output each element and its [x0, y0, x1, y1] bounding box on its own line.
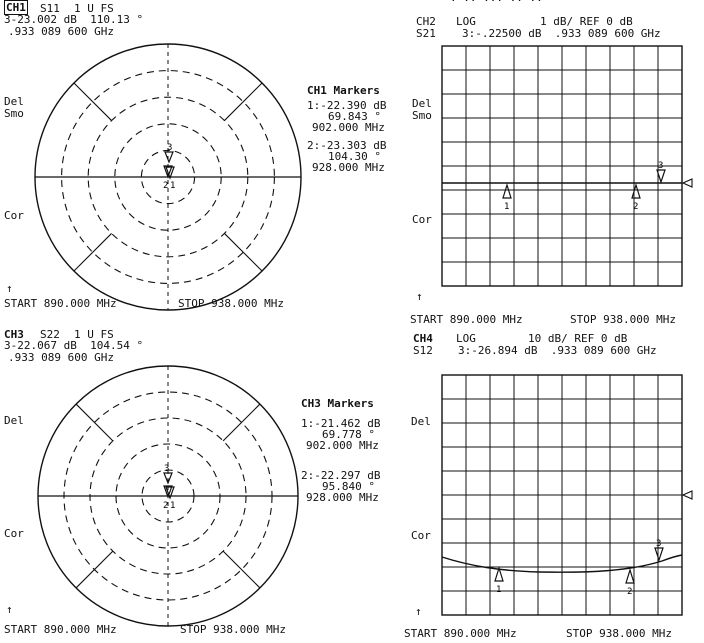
ch3-marker-tag-2: 2: [163, 501, 168, 511]
ch3-marker-1: [163, 485, 173, 499]
ch3-marker-tag-3: 3: [164, 464, 169, 474]
ch3-label-cor: Cor: [4, 527, 24, 540]
ch1-channel-label: CH1: [4, 0, 28, 15]
ch2-arrow: ↑: [416, 290, 423, 303]
ch3-param: S22: [40, 328, 60, 341]
ch1-marker-tag-2: 2: [163, 181, 168, 191]
ch3-m2-line2: 95.840 °: [322, 480, 375, 493]
ch2-marker-1: [502, 182, 512, 199]
ch2-label-del: Del: [412, 97, 432, 110]
ch1-m2-line1: 2:-23.303 dB: [307, 139, 387, 152]
ch1-m2-line3: 928.000 MHz: [312, 161, 385, 174]
ch2-format: LOG: [456, 15, 476, 28]
ch2-start: START 890.000 MHz: [410, 313, 523, 326]
ch3-start: START 890.000 MHz: [4, 623, 117, 636]
ch4-scale: 10 dB/ REF 0 dB: [528, 332, 628, 345]
ch2-scale: 1 dB/ REF 0 dB: [540, 15, 633, 28]
ch4-arrow: ↑: [415, 605, 422, 618]
ch2-label-cor: Cor: [412, 213, 432, 226]
ch3-m2-line3: 928.000 MHz: [306, 491, 379, 504]
ch1-arrow: ↑: [6, 282, 13, 295]
ch4-ref-arrow: [681, 490, 693, 500]
ch1-marker-tag-3: 3: [167, 143, 172, 153]
ch2-header-partial: · ·· ··· ·· ··: [450, 0, 543, 7]
ch3-stop: STOP 938.000 MHz: [180, 623, 286, 636]
ch3-diagonal-4: [222, 550, 261, 589]
ch4-marker-tag-1: 1: [496, 585, 501, 595]
ch1-m1-line3: 902.000 MHz: [312, 121, 385, 134]
ch4-marker-3: [654, 547, 664, 562]
ch1-format: 1 U FS: [74, 2, 114, 15]
ch3-diagonal-1: [222, 403, 261, 442]
ch1-marker-2: [165, 166, 175, 180]
ch1-diagonal-1: [224, 82, 263, 121]
ch3-m1-line1: 1:-21.462 dB: [301, 417, 381, 430]
ch4-channel-label: CH4: [413, 332, 433, 345]
ch2-marker-tag-3: 3: [658, 161, 663, 171]
ch3-readout-1: 3-22.067 dB 104.54 °: [4, 339, 144, 352]
ch4-label-cor: Cor: [411, 529, 431, 542]
ch3-format: 1 U FS: [74, 328, 114, 341]
ch4-format: LOG: [456, 332, 476, 345]
ch4-marker-2: [625, 567, 635, 584]
ch3-m1-line3: 902.000 MHz: [306, 439, 379, 452]
ch3-marker-tag-1: 1: [170, 501, 175, 511]
ch1-label-del: Del: [4, 95, 24, 108]
ch1-label-cor: Cor: [4, 209, 24, 222]
ch3-arrow: ↑: [6, 603, 13, 616]
ch1-label-smo: Smo: [4, 107, 24, 120]
ch3-marker-2: [165, 486, 175, 500]
ch1-markers-title: CH1 Markers: [307, 84, 380, 97]
ch3-channel-label: CH3: [4, 328, 24, 341]
ch4-trace: [441, 554, 683, 573]
ch4-marker-tag-3: 3: [656, 539, 661, 549]
ch1-diagonal-3: [73, 233, 112, 272]
ch4-stop: STOP 938.000 MHz: [566, 627, 672, 640]
ch2-marker-3: [656, 169, 666, 184]
ch3-diagonal-2: [75, 403, 114, 442]
ch2-param: S21: [416, 27, 436, 40]
ch2-readout: 3:-.22500 dB .933 089 600 GHz: [462, 27, 661, 40]
ch3-marker-3: [163, 472, 173, 485]
ch1-diagonal-4: [224, 233, 263, 272]
ch1-start: START 890.000 MHz: [4, 297, 117, 310]
ch3-m1-line2: 69.778 °: [322, 428, 375, 441]
ch1-readout-2: .933 089 600 GHz: [8, 25, 114, 38]
ch2-marker-tag-1: 1: [504, 202, 509, 212]
ch1-diagonal-2: [73, 82, 112, 121]
ch3-label-del: Del: [4, 414, 24, 427]
ch4-marker-tag-2: 2: [627, 587, 632, 597]
ch1-marker-3: [164, 151, 174, 164]
ch1-m2-line2: 104.30 °: [328, 150, 381, 163]
ch1-marker-1: [163, 165, 173, 179]
ch3-markers-title: CH3 Markers: [301, 397, 374, 410]
ch1-m1-line1: 1:-22.390 dB: [307, 99, 387, 112]
ch1-marker-tag-1: 1: [170, 181, 175, 191]
ch3-diagonal-3: [75, 550, 114, 589]
ch2-marker-2: [631, 182, 641, 199]
ch4-label-del: Del: [411, 415, 431, 428]
ch1-param: S11: [40, 2, 60, 15]
ch4-readout: 3:-26.894 dB .933 089 600 GHz: [458, 344, 657, 357]
ch3-readout-2: .933 089 600 GHz: [8, 351, 114, 364]
ch2-marker-tag-2: 2: [633, 202, 638, 212]
ch2-stop: STOP 938.000 MHz: [570, 313, 676, 326]
ch4-param: S12: [413, 344, 433, 357]
ch1-m1-line2: 69.843 °: [328, 110, 381, 123]
ch4-start: START 890.000 MHz: [404, 627, 517, 640]
ch2-label-smo: Smo: [412, 109, 432, 122]
ch2-ref-arrow: [681, 178, 693, 188]
ch4-marker-1: [494, 565, 504, 582]
ch2-channel-label: CH2: [416, 15, 436, 28]
ch1-readout-1: 3-23.002 dB 110.13 °: [4, 13, 144, 26]
ch3-m2-line1: 2:-22.297 dB: [301, 469, 381, 482]
